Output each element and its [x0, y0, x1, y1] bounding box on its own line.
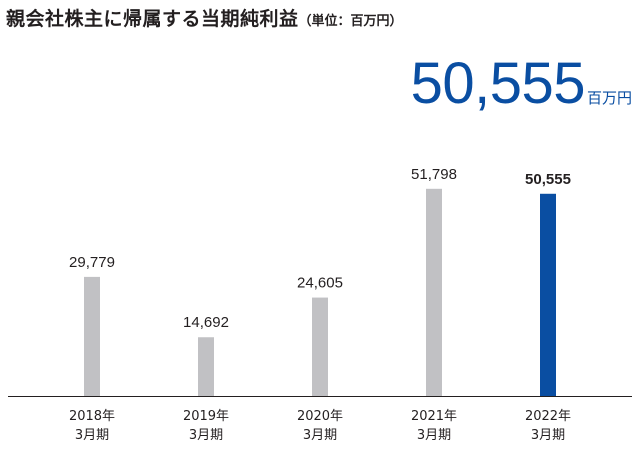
data-label: 51,798	[411, 166, 457, 183]
x-tick-label: 2022年	[525, 409, 571, 424]
x-tick-label: 2019年	[183, 409, 229, 424]
bar	[198, 337, 214, 396]
x-tick-label: 3月期	[75, 428, 109, 443]
x-tick-label: 3月期	[303, 428, 337, 443]
x-tick-label: 3月期	[531, 428, 565, 443]
data-label: 24,605	[297, 275, 343, 292]
highlight-unit: 百万円	[586, 89, 632, 107]
unit-note: （単位：百万円）	[298, 14, 403, 29]
x-tick-label: 2020年	[297, 409, 343, 424]
data-label: 50,555	[525, 171, 571, 188]
bar	[426, 188, 442, 396]
highlight-figure: 50,555 百万円	[411, 50, 632, 117]
x-tick-label: 2021年	[411, 409, 457, 424]
bar	[312, 297, 328, 396]
data-label: 14,692	[183, 314, 229, 331]
bar	[84, 276, 100, 396]
data-label: 29,779	[69, 254, 115, 271]
bar	[540, 193, 556, 396]
highlight-value: 50,555	[410, 51, 586, 116]
chart-title: 親会社株主に帰属する当期純利益（単位：百万円）	[6, 4, 403, 31]
x-tick-label: 2018年	[69, 409, 115, 424]
x-tick-label: 3月期	[189, 428, 223, 443]
x-tick-label: 3月期	[417, 428, 451, 443]
chart-title-text: 親会社株主に帰属する当期純利益	[6, 8, 299, 30]
